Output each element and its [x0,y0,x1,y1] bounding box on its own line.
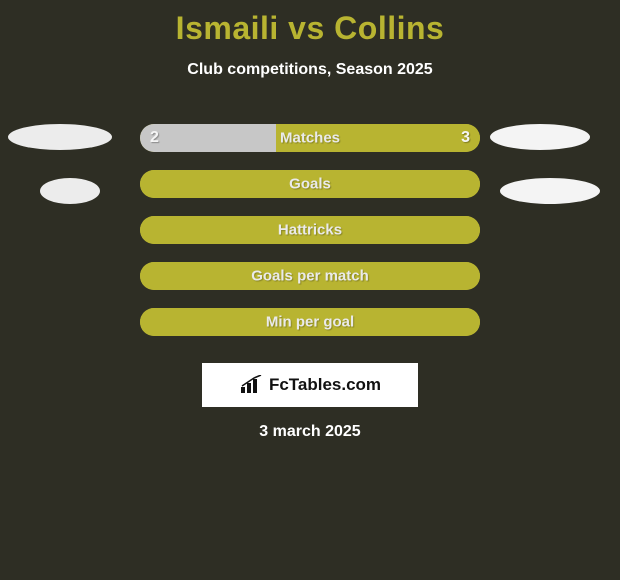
stat-bar: Hattricks [140,216,480,244]
stat-label: Min per goal [140,314,480,331]
subtitle: Club competitions, Season 2025 [0,61,620,79]
stat-bar: Matches2 3 [140,124,480,152]
bars-icon [239,375,265,395]
comparison-card: Ismaili vs Collins Club competitions, Se… [0,0,620,580]
stat-label: Goals per match [140,268,480,285]
player-oval [40,178,100,204]
date-text: 3 march 2025 [0,423,620,441]
stat-bar: Goals per match [140,262,480,290]
stat-row: Hattricks [0,207,620,253]
brand-badge[interactable]: FcTables.com [202,363,418,407]
stat-value-right: 3 [461,129,470,147]
stat-bar: Min per goal [140,308,480,336]
stat-label: Goals [140,176,480,193]
stat-label: Hattricks [140,222,480,239]
stat-label: Matches [140,130,480,147]
brand-text: FcTables.com [269,375,381,395]
player-oval [500,178,600,204]
stat-bar: Goals [140,170,480,198]
page-title: Ismaili vs Collins [0,0,620,47]
stat-row: Goals per match [0,253,620,299]
player-oval [8,124,112,150]
stat-value-left: 2 [150,129,159,147]
stat-row: Min per goal [0,299,620,345]
player-oval [490,124,590,150]
